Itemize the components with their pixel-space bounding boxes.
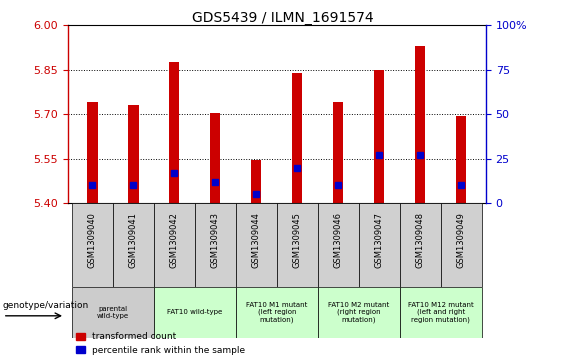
Bar [72,203,113,287]
Bar [318,287,400,338]
Text: FAT10 M2 mutant
(right region
mutation): FAT10 M2 mutant (right region mutation) [328,302,389,323]
Bar [400,203,441,287]
Text: FAT10 M1 mutant
(left region
mutation): FAT10 M1 mutant (left region mutation) [246,302,307,323]
Bar [292,73,302,203]
Bar [210,113,220,203]
Bar [154,203,195,287]
Bar [359,203,400,287]
Bar [251,160,262,203]
Text: GSM1309042: GSM1309042 [170,212,179,268]
Text: GDS5439 / ILMN_1691574: GDS5439 / ILMN_1691574 [192,11,373,25]
Text: genotype/variation: genotype/variation [3,301,89,310]
Text: GSM1309049: GSM1309049 [457,212,466,268]
Bar [318,203,359,287]
Bar [277,203,318,287]
Bar [113,203,154,287]
Bar [72,287,154,338]
Bar [170,62,180,203]
Bar [456,116,467,203]
Text: GSM1309048: GSM1309048 [416,212,425,268]
Bar [128,105,138,203]
Text: FAT10 wild-type: FAT10 wild-type [167,309,223,315]
Text: GSM1309044: GSM1309044 [252,212,261,268]
Bar [400,287,482,338]
Text: GSM1309043: GSM1309043 [211,212,220,268]
Text: GSM1309040: GSM1309040 [88,212,97,268]
Text: GSM1309041: GSM1309041 [129,212,138,268]
Bar [374,70,384,203]
Legend: transformed count, percentile rank within the sample: transformed count, percentile rank withi… [72,329,249,359]
Text: GSM1309046: GSM1309046 [334,212,343,268]
Bar [333,102,344,203]
Bar [441,203,482,287]
Text: GSM1309045: GSM1309045 [293,212,302,268]
Bar [236,203,277,287]
Bar [195,203,236,287]
Text: parental
wild-type: parental wild-type [97,306,129,319]
Bar [154,287,236,338]
Bar [87,102,98,203]
Text: GSM1309047: GSM1309047 [375,212,384,268]
Text: FAT10 M12 mutant
(left and right
region mutation): FAT10 M12 mutant (left and right region … [408,302,473,323]
Bar [236,287,318,338]
Bar [415,46,425,203]
